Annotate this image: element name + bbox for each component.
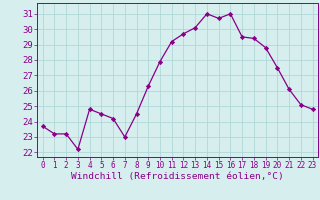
X-axis label: Windchill (Refroidissement éolien,°C): Windchill (Refroidissement éolien,°C) — [71, 172, 284, 181]
